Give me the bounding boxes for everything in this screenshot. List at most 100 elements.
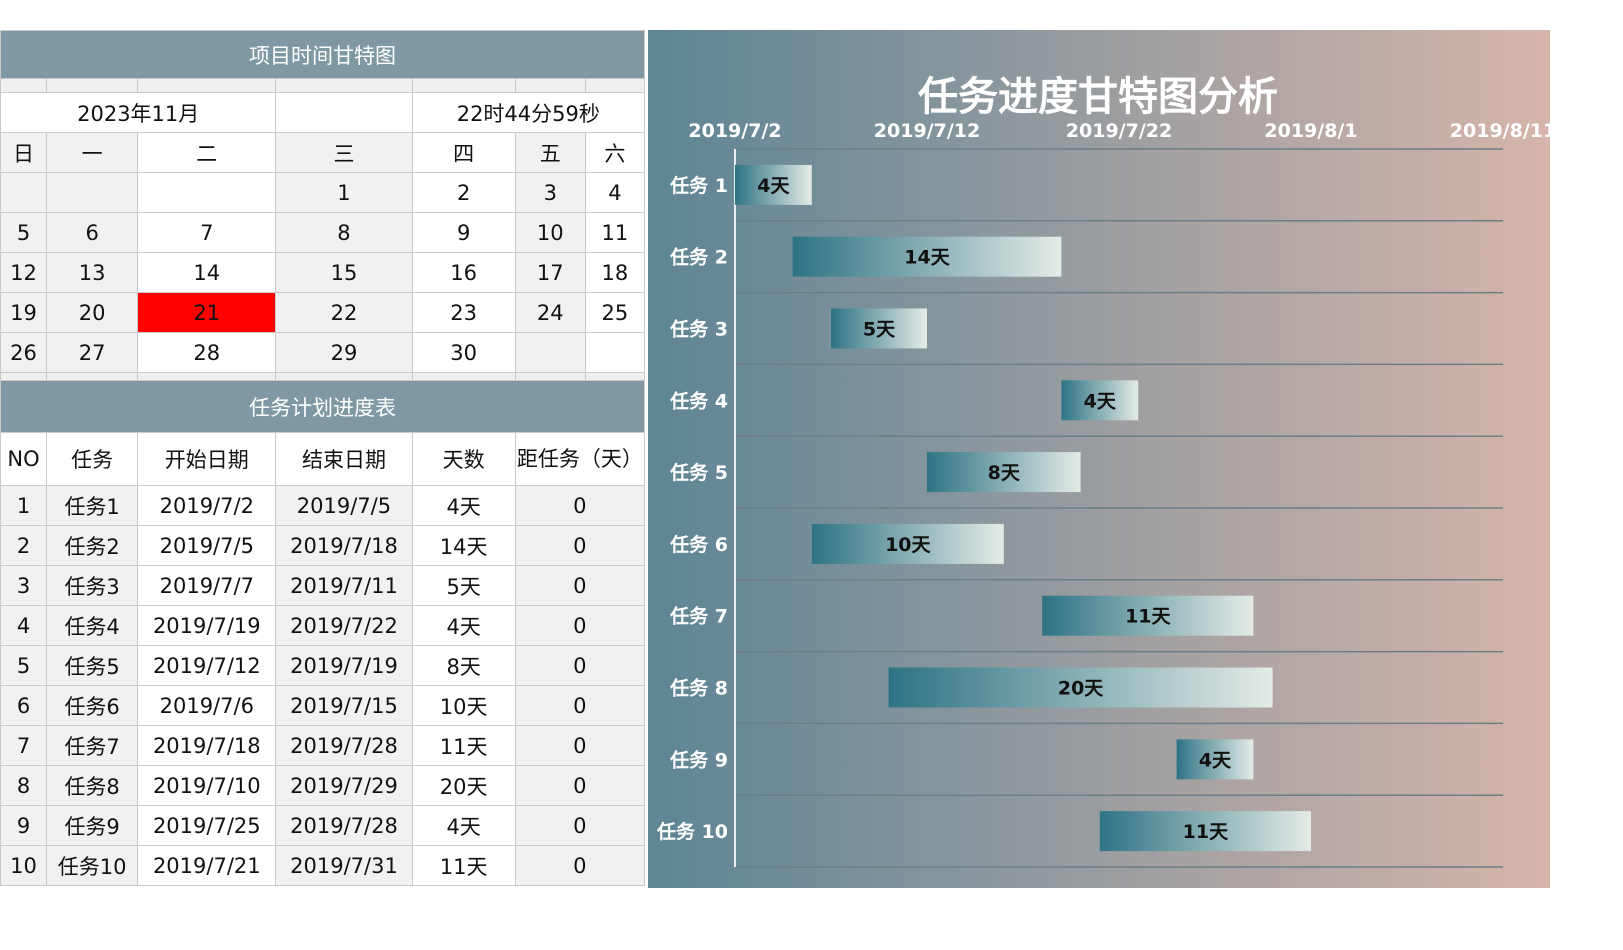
table-cell: 4天 <box>411 605 516 646</box>
calendar-day: 22 <box>275 292 413 333</box>
calendar-day: 16 <box>411 252 516 293</box>
x-tick-label: 2019/7/22 <box>1066 120 1172 142</box>
calendar-day: 11 <box>584 212 646 253</box>
y-category-label: 任务 4 <box>669 389 728 412</box>
y-category-label: 任务 10 <box>656 820 728 843</box>
gantt-bar <box>1042 595 1254 636</box>
spacer-cell <box>275 78 413 93</box>
table-cell: 1 <box>0 485 48 526</box>
bar-data-label: 11天 <box>1125 606 1171 628</box>
calendar-day: 20 <box>46 292 139 333</box>
column-header: 开始日期 <box>137 432 277 486</box>
table-row: 3 任务3 2019/7/7 2019/7/11 5天 0 <box>0 565 646 606</box>
calendar-clock: 22时44分59秒 <box>411 92 646 133</box>
table-cell: 0 <box>514 685 646 726</box>
table-cell: 任务2 <box>46 525 139 566</box>
y-category-label: 任务 9 <box>669 748 728 771</box>
bar-data-label: 4天 <box>1199 749 1232 771</box>
calendar-day: 1 <box>275 172 413 213</box>
table-cell: 任务3 <box>46 565 139 606</box>
table-row: 2 任务2 2019/7/5 2019/7/18 14天 0 <box>0 525 646 566</box>
weekday-cell: 一 <box>46 132 139 173</box>
table-cell: 0 <box>514 765 646 806</box>
table-cell: 任务6 <box>46 685 139 726</box>
calendar-day: 15 <box>275 252 413 293</box>
calendar-day <box>584 332 646 373</box>
table-cell: 4 <box>0 605 48 646</box>
y-category-label: 任务 5 <box>669 461 728 484</box>
weekday-cell: 五 <box>514 132 586 173</box>
table-cell: 0 <box>514 605 646 646</box>
weekday-cell: 三 <box>275 132 413 173</box>
table-row: 4 任务4 2019/7/19 2019/7/22 4天 0 <box>0 605 646 646</box>
table-cell: 任务8 <box>46 765 139 806</box>
table-cell: 6 <box>0 685 48 726</box>
table-cell: 5 <box>0 645 48 686</box>
chart-title: 任务进度甘特图分析 <box>918 74 1278 120</box>
table-row: 10 任务10 2019/7/21 2019/7/31 11天 0 <box>0 845 646 886</box>
table-row: 5 任务5 2019/7/12 2019/7/19 8天 0 <box>0 645 646 686</box>
table-cell: 7 <box>0 725 48 766</box>
calendar-day-today: 21 <box>137 292 277 333</box>
table-cell: 2019/7/7 <box>137 565 277 606</box>
table-cell: 4天 <box>411 485 516 526</box>
table-cell: 2019/7/25 <box>137 805 277 846</box>
table-cell: 2019/7/15 <box>275 685 413 726</box>
column-header: 结束日期 <box>275 432 413 486</box>
table-cell: 11天 <box>411 845 516 886</box>
table-cell: 20天 <box>411 765 516 806</box>
gantt-bar <box>927 452 1081 493</box>
bar-data-label: 4天 <box>1084 390 1117 412</box>
y-category-label: 任务 3 <box>669 318 728 341</box>
chart-gridlines <box>734 148 1503 868</box>
table-cell: 8 <box>0 765 48 806</box>
spacer-cell <box>584 78 646 93</box>
table-row: 7 任务7 2019/7/18 2019/7/28 11天 0 <box>0 725 646 766</box>
y-category-label: 任务 2 <box>669 246 728 269</box>
table-cell: 2019/7/5 <box>275 485 413 526</box>
table-cell: 2019/7/28 <box>275 725 413 766</box>
table-cell: 11天 <box>411 725 516 766</box>
table-cell: 0 <box>514 845 646 886</box>
calendar-day <box>46 172 139 213</box>
x-tick-label: 2019/7/12 <box>874 120 980 142</box>
task-plan-table: 任务计划进度表 NO 任务 开始日期 结束日期 天数 距任务（天） 1 任务1 2019/7/… <box>0 380 646 886</box>
table-cell: 2019/7/11 <box>275 565 413 606</box>
calendar-day: 3 <box>514 172 586 213</box>
bar-data-label: 5天 <box>863 319 896 341</box>
table-cell: 2019/7/5 <box>137 525 277 566</box>
table-cell: 任务5 <box>46 645 139 686</box>
spacer-cell <box>46 78 139 93</box>
calendar-day <box>0 172 48 213</box>
bar-data-label: 8天 <box>988 462 1021 484</box>
column-header: 任务 <box>46 432 139 486</box>
calendar-week-row: 26 27 28 29 30 <box>0 332 646 373</box>
calendar-day: 17 <box>514 252 586 293</box>
calendar-day: 26 <box>0 332 48 373</box>
table-cell: 0 <box>514 525 646 566</box>
table-cell: 2019/7/29 <box>275 765 413 806</box>
task-table-header: NO 任务 开始日期 结束日期 天数 距任务（天） <box>0 432 646 486</box>
calendar-day: 14 <box>137 252 277 293</box>
y-category-label: 任务 6 <box>669 533 728 556</box>
bar-data-label: 14天 <box>904 247 950 269</box>
task-table-body: 1 任务1 2019/7/2 2019/7/5 4天 0 2 任务2 2019/7/5 2019/… <box>0 485 646 886</box>
calendar-week-row: 19 20 21 22 23 24 25 <box>0 292 646 333</box>
calendar-month: 2023年11月 <box>0 92 277 133</box>
table-cell: 任务7 <box>46 725 139 766</box>
calendar-day: 28 <box>137 332 277 373</box>
calendar-day: 4 <box>584 172 646 213</box>
table-row: 1 任务1 2019/7/2 2019/7/5 4天 0 <box>0 485 646 526</box>
calendar-day: 10 <box>514 212 586 253</box>
gantt-bar <box>735 164 812 205</box>
spacer-cell <box>137 78 277 93</box>
table-row: 9 任务9 2019/7/25 2019/7/28 4天 0 <box>0 805 646 846</box>
calendar-day <box>514 332 586 373</box>
x-tick-label: 2019/7/2 <box>688 120 781 142</box>
calendar-day: 23 <box>411 292 516 333</box>
column-header: 天数 <box>411 432 516 486</box>
table-cell: 5天 <box>411 565 516 606</box>
table-cell: 2019/7/31 <box>275 845 413 886</box>
calendar-day: 2 <box>411 172 516 213</box>
table-cell: 3 <box>0 565 48 606</box>
